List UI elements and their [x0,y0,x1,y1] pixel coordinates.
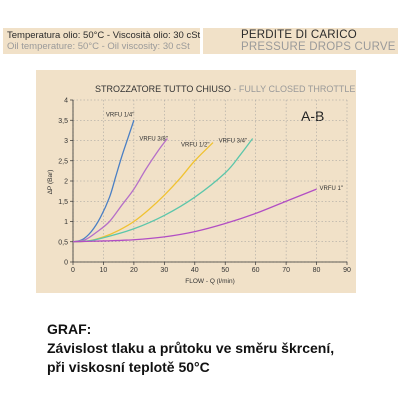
caption-line-3: při viskosní teplotě 50°C [47,359,210,375]
x-tick-label: 60 [252,267,260,274]
series-label: VRFU 1" [320,186,343,192]
oil-conditions-english: Oil temperature: 50°C - Oil viscosity: 3… [7,41,190,52]
y-tick-label: 3,5 [58,118,68,125]
y-tick-label: 0,5 [58,239,68,246]
y-tick-label: 2,5 [58,158,68,165]
y-tick-label: 1 [64,219,68,226]
title-italian: PERDITE DI CARICO [241,29,357,41]
y-tick-label: 1,5 [58,199,68,206]
series-line [72,138,254,243]
series-line [72,142,214,243]
x-tick-label: 0 [71,267,75,274]
series-line [72,188,317,243]
x-tick-label: 90 [343,267,351,274]
x-axis-label: FLOW - Q (l/min) [185,278,234,285]
x-tick-label: 10 [100,267,108,274]
x-tick-label: 50 [221,267,229,274]
header-conditions: Temperatura olio: 50°C - Viscosità olio:… [3,28,200,54]
x-tick-label: 70 [282,267,290,274]
caption-line-2: Závislost tlaku a průtoku ve směru škrce… [47,340,335,356]
series-label: VRFU 3/4" [219,138,247,144]
title-english: PRESSURE DROPS CURVE [241,41,396,53]
x-tick-label: 20 [130,267,138,274]
x-tick-label: 30 [160,267,168,274]
y-tick-label: 0 [64,260,68,267]
header-title: PERDITE DI CARICO PRESSURE DROPS CURVE [203,28,398,54]
annotation-ab: A-B [301,108,324,124]
chart-panel [36,70,356,293]
series-line [72,138,168,243]
caption-line-1: GRAF: [47,321,92,337]
series-label: VRFU 3/8" [139,136,167,142]
x-tick-label: 40 [191,267,199,274]
chart-title: STROZZATORE TUTTO CHIUSO - FULLY CLOSED … [95,84,355,94]
y-tick-label: 3 [64,138,68,145]
y-tick-label: 2 [64,179,68,186]
x-tick-label: 80 [313,267,321,274]
y-tick-label: 4 [64,98,68,105]
oil-conditions-italian: Temperatura olio: 50°C - Viscosità olio:… [7,30,201,41]
series-label: VRFU 1/4" [106,112,134,118]
series-label: VRFU 1/2" [181,143,209,149]
caption: GRAF: Závislost tlaku a průtoku ve směru… [47,320,387,377]
series-line [72,120,135,243]
y-axis-label: ΔP (Bar) [47,170,54,195]
